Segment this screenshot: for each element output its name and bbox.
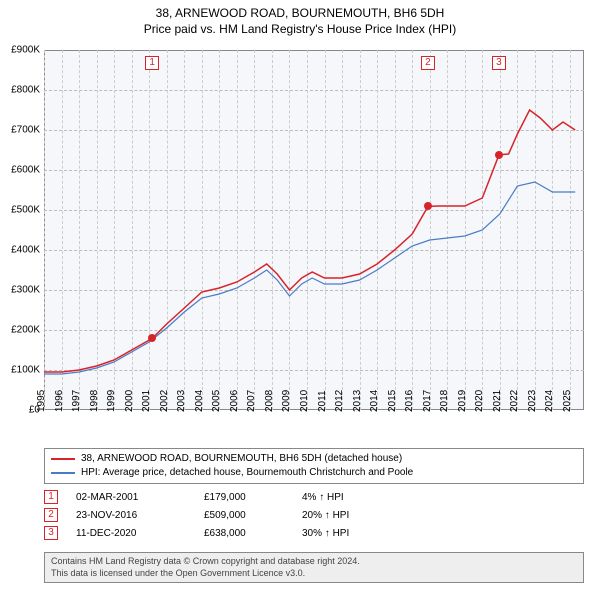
xtick-label: 2014 [369, 390, 380, 412]
sales-price: £638,000 [204, 528, 284, 539]
xtick-label: 2018 [439, 390, 450, 412]
ytick-label: £600K [11, 165, 40, 176]
xtick-label: 2020 [474, 390, 485, 412]
xtick-label: 2006 [229, 390, 240, 412]
xtick-label: 2016 [404, 390, 415, 412]
sales-row: 1 02-MAR-2001 £179,000 4% ↑ HPI [44, 490, 584, 504]
sale-callout-2: 2 [421, 56, 435, 70]
legend-label: 38, ARNEWOOD ROAD, BOURNEMOUTH, BH6 5DH … [81, 452, 402, 466]
sale-marker-2 [424, 202, 432, 210]
ytick-label: £100K [11, 365, 40, 376]
legend-row: 38, ARNEWOOD ROAD, BOURNEMOUTH, BH6 5DH … [51, 452, 577, 466]
xtick-label: 2021 [492, 390, 503, 412]
xtick-label: 2024 [544, 390, 555, 412]
xtick-label: 2025 [562, 390, 573, 412]
footer-line-1: Contains HM Land Registry data © Crown c… [51, 556, 577, 568]
xtick-label: 2019 [457, 390, 468, 412]
sales-table: 1 02-MAR-2001 £179,000 4% ↑ HPI 2 23-NOV-2016… [44, 490, 584, 544]
xtick-label: 2003 [176, 390, 187, 412]
line-layer [44, 50, 584, 410]
xtick-label: 2022 [509, 390, 520, 412]
sales-delta: 30% ↑ HPI [302, 528, 392, 539]
xtick-label: 2008 [264, 390, 275, 412]
sales-date: 11-DEC-2020 [76, 528, 186, 539]
ytick-label: £900K [11, 45, 40, 56]
xtick-label: 2002 [159, 390, 170, 412]
sale-marker-3 [495, 151, 503, 159]
xtick-label: 2017 [422, 390, 433, 412]
ytick-label: £500K [11, 205, 40, 216]
sales-num: 2 [44, 508, 58, 522]
xtick-label: 2013 [352, 390, 363, 412]
xtick-label: 2000 [124, 390, 135, 412]
xtick-label: 2010 [299, 390, 310, 412]
sale-marker-1 [148, 334, 156, 342]
series-hpi [44, 182, 575, 374]
sales-row: 3 11-DEC-2020 £638,000 30% ↑ HPI [44, 526, 584, 540]
ytick-label: £700K [11, 125, 40, 136]
sales-date: 23-NOV-2016 [76, 510, 186, 521]
sales-num: 3 [44, 526, 58, 540]
legend-swatch [51, 458, 75, 460]
ytick-label: £800K [11, 85, 40, 96]
xtick-label: 2007 [246, 390, 257, 412]
xtick-label: 2001 [141, 390, 152, 412]
title-block: 38, ARNEWOOD ROAD, BOURNEMOUTH, BH6 5DH … [0, 0, 600, 37]
xtick-label: 2005 [211, 390, 222, 412]
footer-line-2: This data is licensed under the Open Gov… [51, 568, 577, 580]
sales-price: £179,000 [204, 492, 284, 503]
sales-delta: 20% ↑ HPI [302, 510, 392, 521]
sales-date: 02-MAR-2001 [76, 492, 186, 503]
legend-swatch [51, 472, 75, 474]
xtick-label: 1997 [71, 390, 82, 412]
sales-delta: 4% ↑ HPI [302, 492, 392, 503]
legend-box: 38, ARNEWOOD ROAD, BOURNEMOUTH, BH6 5DH … [44, 448, 584, 484]
sales-row: 2 23-NOV-2016 £509,000 20% ↑ HPI [44, 508, 584, 522]
sales-num: 1 [44, 490, 58, 504]
xtick-label: 2004 [194, 390, 205, 412]
xtick-label: 1995 [36, 390, 47, 412]
sales-price: £509,000 [204, 510, 284, 521]
title-line-1: 38, ARNEWOOD ROAD, BOURNEMOUTH, BH6 5DH [0, 6, 600, 22]
footer-box: Contains HM Land Registry data © Crown c… [44, 552, 584, 583]
xtick-label: 1996 [54, 390, 65, 412]
legend-row: HPI: Average price, detached house, Bour… [51, 466, 577, 480]
xtick-label: 2009 [281, 390, 292, 412]
ytick-label: £300K [11, 285, 40, 296]
ytick-label: £400K [11, 245, 40, 256]
xtick-label: 2012 [334, 390, 345, 412]
series-property [44, 110, 575, 372]
chart-area: 123 £0£100K£200K£300K£400K£500K£600K£700… [44, 50, 584, 410]
xtick-label: 2011 [317, 390, 328, 412]
xtick-label: 1998 [89, 390, 100, 412]
legend-label: HPI: Average price, detached house, Bour… [81, 466, 413, 480]
xtick-label: 2023 [527, 390, 538, 412]
sale-callout-1: 1 [145, 56, 159, 70]
sale-callout-3: 3 [492, 56, 506, 70]
title-line-2: Price paid vs. HM Land Registry's House … [0, 22, 600, 38]
xtick-label: 1999 [106, 390, 117, 412]
chart-container: 38, ARNEWOOD ROAD, BOURNEMOUTH, BH6 5DH … [0, 0, 600, 590]
xtick-label: 2015 [387, 390, 398, 412]
ytick-label: £200K [11, 325, 40, 336]
